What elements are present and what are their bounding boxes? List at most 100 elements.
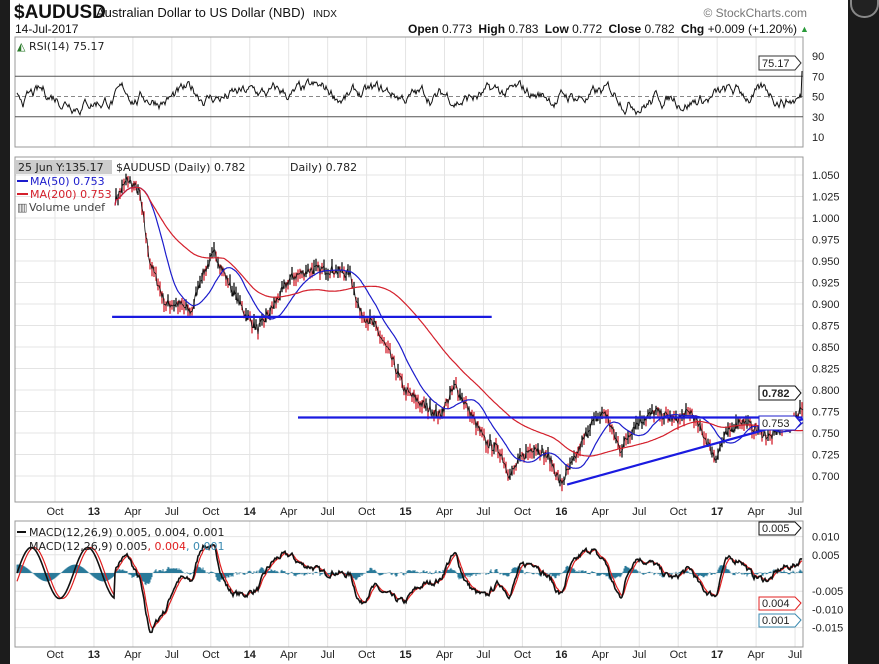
symbol: $AUDUSD (14, 2, 106, 23)
macd-legend-signal: , 0.004 (148, 540, 186, 553)
axes: Oct Oct 13 13 Apr Apr Jul Jul Oct Oct 14 14 Apr Apr Ju… (46, 51, 843, 661)
x-tick-label: Jul (632, 506, 646, 518)
x-tick-label-macd: Oct (202, 649, 219, 661)
price-tick-label: 0.775 (812, 407, 840, 419)
close-value: 0.782 (645, 22, 675, 36)
macd-legend: MACD(12,26,9) 0.005, 0.004, 0.001 (29, 540, 225, 553)
x-tick-label: Jul (165, 506, 179, 518)
x-tick-label-macd: Apr (748, 649, 765, 661)
x-tick-label: 14 (244, 506, 257, 518)
grid (15, 37, 803, 647)
x-tick-label-macd: Oct (514, 649, 531, 661)
ma-value-tag: 0.753 (758, 415, 802, 431)
rsi-value-tag: 75.17 (758, 55, 802, 71)
macd-signal-line (16, 544, 803, 629)
volume-icon: ▥ (17, 201, 27, 214)
x-tick-label-macd: Jul (321, 649, 335, 661)
x-tick-label: Oct (46, 506, 63, 518)
macd-tick-label: -0.015 (812, 623, 843, 635)
x-tick-label-macd: 16 (555, 649, 567, 661)
x-tick-label-macd: Apr (592, 649, 609, 661)
price-tick-label: 0.950 (812, 256, 840, 268)
low-label: Low (545, 22, 570, 36)
rsi-tick-label: 90 (812, 51, 824, 63)
x-tick-label-macd: 14 (244, 649, 257, 661)
rsi-tick-label: 10 (812, 132, 824, 144)
macd-legend-hist: , 0.001 (186, 540, 224, 553)
price-tick-label: 0.725 (812, 450, 840, 462)
price-tick-label: 0.750 (812, 428, 840, 440)
ma50-line (114, 186, 804, 469)
tooltip-box (15, 160, 112, 174)
price-panel (14, 156, 804, 503)
price-plot (112, 173, 804, 492)
x-tick-label-macd: Apr (436, 649, 453, 661)
macd-tick-label: 0.005 (812, 550, 840, 562)
high-label: High (478, 22, 505, 36)
signal-tag-text: 0.004 (762, 598, 790, 610)
price-line (114, 177, 804, 486)
price-tick-label: 1.050 (812, 170, 840, 182)
macd-line (16, 543, 803, 634)
close-label: Close (609, 22, 642, 36)
x-tick-label: 13 (88, 506, 100, 518)
x-tick-label: 16 (555, 506, 567, 518)
x-tick-label: Apr (124, 506, 141, 518)
price-chart-title: $AUDUSD (Daily) 0.782 (116, 161, 245, 174)
price-tick-label: 0.850 (812, 342, 840, 354)
x-tick-label: 15 (399, 506, 411, 518)
x-tick-label: Jul (321, 506, 335, 518)
price-tag-text: 0.782 (762, 388, 790, 400)
security-name: Australian Dollar to US Dollar (NBD) (96, 5, 305, 20)
x-tick-label: Oct (670, 506, 687, 518)
rsi-panel (14, 36, 804, 148)
x-tick-label: Apr (280, 506, 297, 518)
macd-value-tags: 0.005 0.004 0.001 (758, 521, 802, 628)
watermark: © StockCharts.com (703, 6, 807, 20)
low-value: 0.772 (572, 22, 602, 36)
x-tick-label: Oct (358, 506, 375, 518)
macd-tag-text: 0.005 (762, 523, 790, 535)
price-tick-label: 0.925 (812, 278, 840, 290)
price-tick-label: 1.025 (812, 192, 840, 204)
x-tick-label-macd: Oct (358, 649, 375, 661)
rsi-tick-label: 30 (812, 112, 824, 124)
price-value-tag: 0.782 (758, 385, 802, 401)
price-tick-label: 0.700 (812, 471, 840, 483)
ma200-line (114, 186, 803, 457)
x-tick-label-macd: Jul (632, 649, 646, 661)
rsi-line (16, 70, 803, 117)
window-edge (848, 0, 879, 664)
x-tick-label-macd: 17 (711, 649, 723, 661)
daily-label: Daily) 0.782 (290, 161, 357, 174)
exchange: INDX (313, 9, 337, 20)
volume-legend: Volume undef (29, 201, 106, 214)
high-value: 0.783 (508, 22, 538, 36)
x-tick-label-macd: Jul (165, 649, 179, 661)
ma-tag-text: 0.753 (762, 418, 790, 430)
rsi-tag-text: 75.17 (762, 58, 790, 70)
x-tick-label: Apr (592, 506, 609, 518)
macd-tick-label: 0.010 (812, 532, 840, 544)
x-tick-label-macd: 15 (399, 649, 411, 661)
ma200-legend: MA(200) 0.753 (30, 188, 112, 201)
macd-legend-main: MACD(12,26,9) 0.005 (29, 540, 148, 553)
rsi-icon: ◭ (17, 40, 26, 53)
x-tick-label: Jul (476, 506, 490, 518)
macd-tick-label: -0.005 (812, 586, 843, 598)
macd-title: MACD(12,26,9) 0.005, 0.004, 0.001 (29, 526, 225, 539)
chart-date: 14-Jul-2017 (15, 22, 79, 36)
open-value: 0.773 (442, 22, 472, 36)
price-tick-label: 0.975 (812, 235, 840, 247)
x-tick-label: Jul (788, 506, 802, 518)
price-tick-label: 1.000 (812, 213, 840, 225)
rsi-plot (15, 70, 803, 118)
scroll-top-icon[interactable] (850, 0, 879, 18)
macd-tick-label: -0.010 (812, 604, 843, 616)
chg-value: +0.009 (+1.20%) (708, 22, 797, 36)
x-tick-label-macd: 13 (88, 649, 100, 661)
tooltip: 25 Jun Y:135.17 (18, 161, 104, 174)
price-tick-label: 0.825 (812, 364, 840, 376)
macd-plot (16, 543, 803, 634)
